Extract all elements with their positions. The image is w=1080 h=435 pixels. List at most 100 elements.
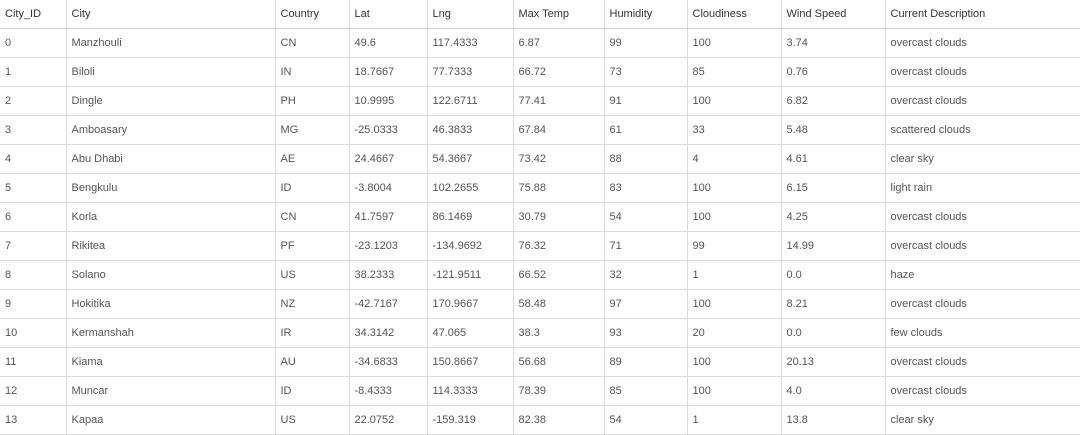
city-cell: Kapaa xyxy=(66,405,276,435)
city-cell: Manzhouli xyxy=(66,28,276,58)
cloudiness-cell: 100 xyxy=(687,173,782,203)
city-cell: Abu Dhabi xyxy=(66,144,276,174)
humidity-cell: 99 xyxy=(604,28,688,58)
city-cell: Dingle xyxy=(66,86,276,116)
lng-cell: 54.3667 xyxy=(427,144,514,174)
lng-cell: -134.9692 xyxy=(427,231,514,261)
humidity-cell: 54 xyxy=(604,405,688,435)
lat-cell: 49.6 xyxy=(349,28,428,58)
cloudiness-cell: 1 xyxy=(687,405,782,435)
city-cell: Rikitea xyxy=(66,231,276,261)
lat-cell: 24.4667 xyxy=(349,144,428,174)
country-cell: CN xyxy=(275,202,350,232)
lat-cell: 34.3142 xyxy=(349,318,428,348)
max-temp-cell: 66.72 xyxy=(513,57,605,87)
country-cell: US xyxy=(275,260,350,290)
description-cell: clear sky xyxy=(885,405,1080,435)
description-cell: overcast clouds xyxy=(885,86,1080,116)
lat-cell: 38.2333 xyxy=(349,260,428,290)
cloudiness-cell: 100 xyxy=(687,347,782,377)
country-cell: AU xyxy=(275,347,350,377)
wind-speed-cell: 6.82 xyxy=(781,86,886,116)
wind-speed-cell: 0.76 xyxy=(781,57,886,87)
lat-cell: -23.1203 xyxy=(349,231,428,261)
max-temp-cell: 38.3 xyxy=(513,318,605,348)
lat-cell: 10.9995 xyxy=(349,86,428,116)
max-temp-cell: 56.68 xyxy=(513,347,605,377)
wind-speed-cell: 13.8 xyxy=(781,405,886,435)
description-cell: haze xyxy=(885,260,1080,290)
wind-speed-cell: 4.25 xyxy=(781,202,886,232)
country-cell: AE xyxy=(275,144,350,174)
lat-cell: -25.0333 xyxy=(349,115,428,145)
cloudiness-cell: 100 xyxy=(687,28,782,58)
table-row: 6 Korla CN 41.7597 86.1469 30.79 54 100 4.25 over… xyxy=(0,202,1080,232)
city-id-cell: 13 xyxy=(0,405,67,435)
column-header-city: City xyxy=(66,0,276,29)
wind-speed-cell: 0.0 xyxy=(781,260,886,290)
city-id-cell: 6 xyxy=(0,202,67,232)
cloudiness-cell: 100 xyxy=(687,376,782,406)
lng-cell: 47.065 xyxy=(427,318,514,348)
column-header-wind-speed: Wind Speed xyxy=(781,0,886,29)
country-cell: NZ xyxy=(275,289,350,319)
description-cell: overcast clouds xyxy=(885,202,1080,232)
lng-cell: 117.4333 xyxy=(427,28,514,58)
wind-speed-cell: 8.21 xyxy=(781,289,886,319)
lat-cell: 41.7597 xyxy=(349,202,428,232)
column-header-current-description: Current Description xyxy=(885,0,1080,29)
description-cell: scattered clouds xyxy=(885,115,1080,145)
city-cell: Bengkulu xyxy=(66,173,276,203)
column-header-city-id: City_ID xyxy=(0,0,67,29)
column-header-cloudiness: Cloudiness xyxy=(687,0,782,29)
lng-cell: 77.7333 xyxy=(427,57,514,87)
description-cell: few clouds xyxy=(885,318,1080,348)
table-row: 10 Kermanshah IR 34.3142 47.065 38.3 93 20 0.0 fe… xyxy=(0,318,1080,348)
city-id-cell: 9 xyxy=(0,289,67,319)
city-cell: Biloli xyxy=(66,57,276,87)
description-cell: light rain xyxy=(885,173,1080,203)
max-temp-cell: 67.84 xyxy=(513,115,605,145)
lat-cell: 18.7667 xyxy=(349,57,428,87)
city-id-cell: 3 xyxy=(0,115,67,145)
lng-cell: 102.2655 xyxy=(427,173,514,203)
description-cell: overcast clouds xyxy=(885,231,1080,261)
max-temp-cell: 76.32 xyxy=(513,231,605,261)
table-row: 9 Hokitika NZ -42.7167 170.9667 58.48 97 100 8.2… xyxy=(0,289,1080,319)
cloudiness-cell: 100 xyxy=(687,202,782,232)
city-id-cell: 0 xyxy=(0,28,67,58)
max-temp-cell: 6.87 xyxy=(513,28,605,58)
lng-cell: 122.6711 xyxy=(427,86,514,116)
lng-cell: 86.1469 xyxy=(427,202,514,232)
max-temp-cell: 82.38 xyxy=(513,405,605,435)
description-cell: clear sky xyxy=(885,144,1080,174)
country-cell: IN xyxy=(275,57,350,87)
lat-cell: -3.8004 xyxy=(349,173,428,203)
column-header-lat: Lat xyxy=(349,0,428,29)
humidity-cell: 93 xyxy=(604,318,688,348)
max-temp-cell: 73.42 xyxy=(513,144,605,174)
max-temp-cell: 30.79 xyxy=(513,202,605,232)
wind-speed-cell: 14.99 xyxy=(781,231,886,261)
humidity-cell: 83 xyxy=(604,173,688,203)
humidity-cell: 73 xyxy=(604,57,688,87)
humidity-cell: 88 xyxy=(604,144,688,174)
wind-speed-cell: 4.0 xyxy=(781,376,886,406)
column-header-max-temp: Max Temp xyxy=(513,0,605,29)
max-temp-cell: 58.48 xyxy=(513,289,605,319)
max-temp-cell: 77.41 xyxy=(513,86,605,116)
city-id-cell: 2 xyxy=(0,86,67,116)
city-id-cell: 11 xyxy=(0,347,67,377)
city-cell: Korla xyxy=(66,202,276,232)
table-row: 1 Biloli IN 18.7667 77.7333 66.72 73 85 0.76 over… xyxy=(0,57,1080,87)
table-row: 3 Amboasary MG -25.0333 46.3833 67.84 61 33 5.48… xyxy=(0,115,1080,145)
city-cell: Kiama xyxy=(66,347,276,377)
table-row: 7 Rikitea PF -23.1203 -134.9692 76.32 71 99 14.9… xyxy=(0,231,1080,261)
lat-cell: -8.4333 xyxy=(349,376,428,406)
table-row: 8 Solano US 38.2333 -121.9511 66.52 32 1 0.0 haze xyxy=(0,260,1080,290)
description-cell: overcast clouds xyxy=(885,289,1080,319)
lng-cell: -121.9511 xyxy=(427,260,514,290)
city-id-cell: 10 xyxy=(0,318,67,348)
description-cell: overcast clouds xyxy=(885,376,1080,406)
